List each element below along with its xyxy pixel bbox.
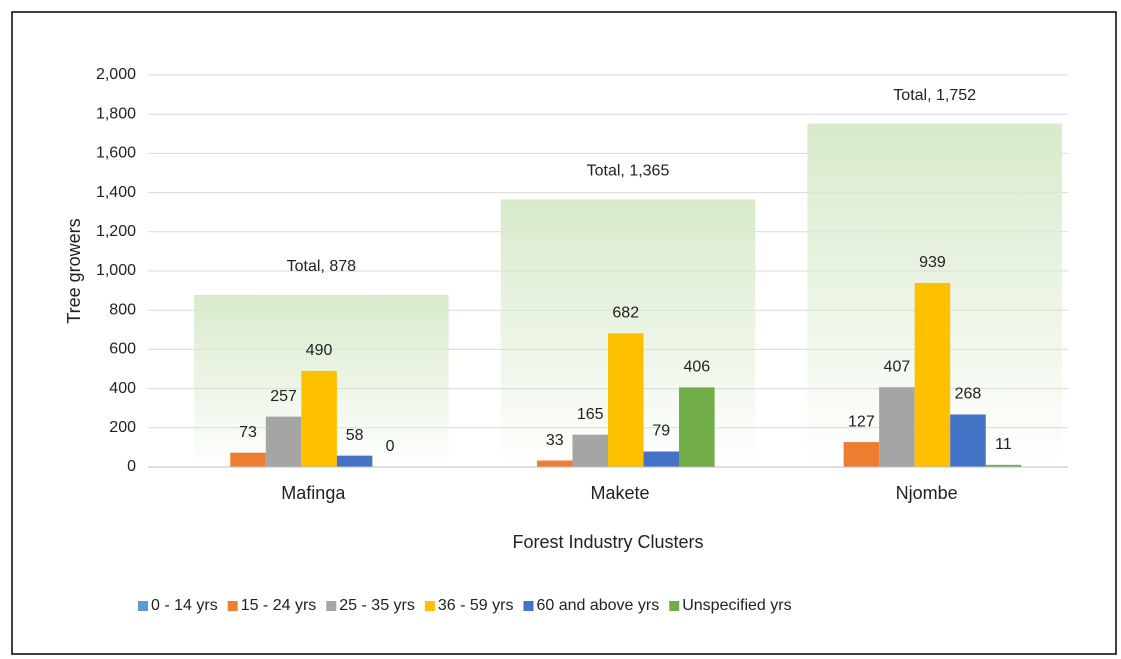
legend-swatch <box>138 601 148 611</box>
legend-swatch <box>523 601 534 611</box>
bar <box>230 452 266 467</box>
bar <box>950 414 986 467</box>
frame <box>11 11 1117 655</box>
y-tick-label: 1,600 <box>96 145 136 162</box>
data-label: 939 <box>919 254 946 271</box>
bar <box>265 416 302 467</box>
bar <box>679 387 715 467</box>
y-tick-label: 1,200 <box>96 223 136 240</box>
total-label: Total, 878 <box>287 258 356 275</box>
y-tick-label: 1,800 <box>96 105 136 122</box>
bar <box>643 451 680 467</box>
y-tick-label: 0 <box>127 458 136 475</box>
y-tick-label: 1,400 <box>96 184 136 201</box>
total-label: Total, 1,752 <box>893 87 976 104</box>
data-label: 165 <box>577 406 604 423</box>
legend-label: 0 - 14 yrs <box>151 597 218 614</box>
total-label: Total, 1,365 <box>587 163 670 180</box>
bar <box>914 282 951 467</box>
legend-swatch <box>669 601 680 611</box>
data-label: 682 <box>612 305 639 322</box>
x-tick-label: Makete <box>590 483 649 503</box>
data-label: 58 <box>346 427 364 444</box>
data-label: 33 <box>546 432 564 449</box>
bar <box>985 464 1022 467</box>
y-tick-label: 600 <box>109 341 136 358</box>
data-label: 0 <box>386 438 395 455</box>
bar <box>879 387 915 467</box>
bar <box>336 455 373 467</box>
data-label: 407 <box>884 358 911 375</box>
data-label: 257 <box>270 388 297 405</box>
bar <box>608 333 644 467</box>
data-label: 268 <box>955 386 982 403</box>
y-tick-label: 800 <box>109 301 136 318</box>
x-tick-label: Njombe <box>896 483 958 503</box>
x-axis-title: Forest Industry Clusters <box>512 532 703 552</box>
legend-swatch <box>326 601 337 611</box>
legend-label: 15 - 24 yrs <box>241 597 317 614</box>
legend-swatch <box>424 601 435 611</box>
legend-label: 36 - 59 yrs <box>438 597 514 614</box>
bar <box>536 460 573 467</box>
legend-label: 25 - 35 yrs <box>339 597 415 614</box>
y-tick-label: 200 <box>109 419 136 436</box>
data-label: 490 <box>306 342 333 359</box>
bar <box>572 434 608 467</box>
bar <box>843 442 880 467</box>
y-tick-label: 1,000 <box>96 262 136 279</box>
data-label: 79 <box>652 423 670 440</box>
legend-label: Unspecified yrs <box>682 597 791 614</box>
y-tick-label: 2,000 <box>96 66 136 83</box>
y-axis-title: Tree growers <box>64 218 84 323</box>
data-label: 406 <box>683 359 710 376</box>
data-label: 73 <box>239 424 257 441</box>
y-tick-label: 400 <box>109 380 136 397</box>
legend-swatch <box>227 601 238 611</box>
legend-label: 60 and above yrs <box>536 597 659 614</box>
data-label: 11 <box>995 436 1012 453</box>
data-label: 127 <box>848 413 875 430</box>
bar <box>301 370 337 467</box>
x-tick-label: Mafinga <box>281 483 346 503</box>
